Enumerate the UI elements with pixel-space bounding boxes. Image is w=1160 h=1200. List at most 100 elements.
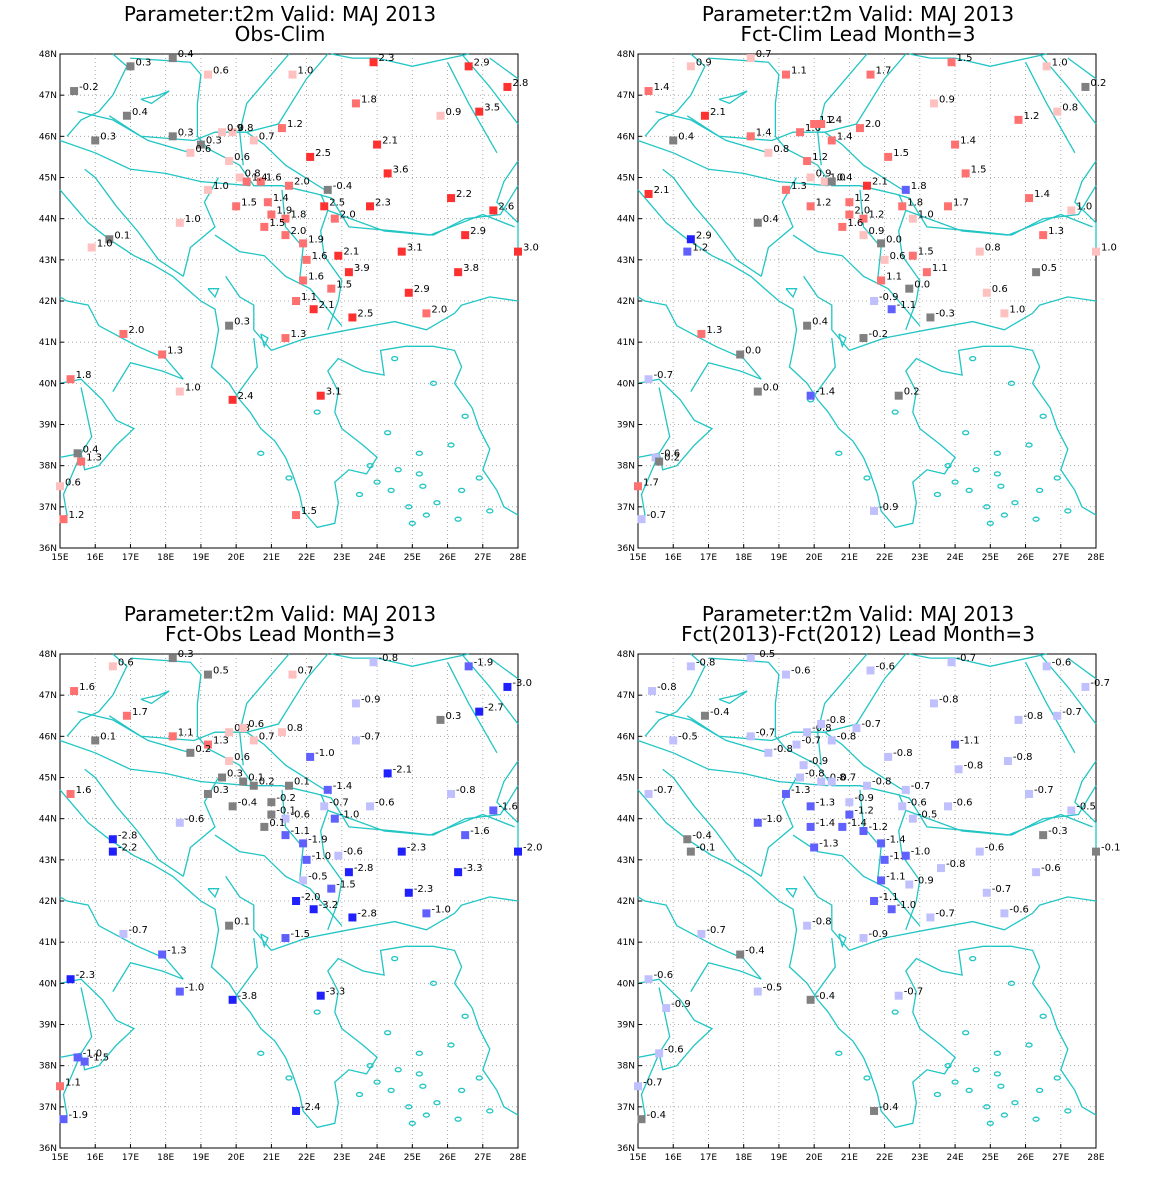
station-value-label: 0.2 — [195, 744, 211, 755]
station-value-label: -0.9 — [879, 292, 899, 303]
station-value-label: -1.5 — [336, 880, 356, 891]
coastline — [637, 139, 829, 187]
y-tick-label: 40N — [39, 979, 57, 989]
station-value-label: 0.4 — [178, 49, 194, 60]
station-value-label: -0.5 — [756, 649, 776, 660]
station-value-label: -0.6 — [791, 666, 811, 677]
station-value-label: 2.1 — [343, 247, 359, 258]
station-marker — [922, 268, 931, 277]
station-marker — [168, 132, 177, 141]
station-value-label: -0.3 — [1048, 826, 1068, 837]
station-value-label: 1.5 — [893, 148, 909, 159]
station-marker — [827, 777, 836, 786]
station-value-label: -2.8 — [357, 908, 377, 919]
island — [454, 516, 462, 522]
station-value-label: -0.8 — [826, 715, 846, 726]
station-marker — [366, 202, 375, 211]
station-value-label: 0.3 — [206, 136, 222, 147]
station-value-label: 2.0 — [854, 206, 870, 217]
x-tick-label: 26E — [439, 1153, 456, 1163]
station-value-label: 0.1 — [100, 731, 116, 742]
island — [972, 467, 980, 473]
station-value-label: 1.9 — [276, 206, 292, 217]
coastline — [66, 53, 128, 137]
y-tick-label: 38N — [617, 1062, 635, 1072]
coastline — [59, 789, 519, 1129]
station-value-label: -0.9 — [854, 793, 874, 804]
coastline — [182, 177, 220, 277]
station-marker — [285, 181, 293, 190]
station-marker — [634, 1082, 642, 1091]
island — [285, 1075, 293, 1081]
station-value-label: 1.4 — [756, 127, 772, 138]
island — [383, 430, 392, 436]
coastline — [637, 739, 829, 787]
station-value-label: -3.2 — [319, 900, 339, 911]
island — [1035, 1087, 1044, 1094]
station-value-label: 0.0 — [745, 346, 761, 357]
coastline — [637, 189, 1097, 529]
station-marker — [669, 136, 678, 145]
station-value-label: 0.1 — [269, 818, 285, 829]
station-marker — [306, 752, 315, 761]
station-value-label: -1.0 — [897, 900, 917, 911]
station-marker — [66, 975, 75, 984]
station-value-label: 0.4 — [812, 317, 828, 328]
station-marker — [859, 334, 868, 343]
station-marker — [288, 670, 297, 679]
station-value-label: -0.7 — [361, 731, 381, 742]
station-marker — [260, 222, 269, 231]
island — [313, 409, 321, 415]
station-value-label: -0.5 — [308, 871, 328, 882]
island — [454, 1116, 462, 1122]
station-marker — [1053, 107, 1062, 116]
station-marker — [59, 1115, 68, 1124]
station-marker — [461, 231, 470, 240]
station-value-label: -0.4 — [745, 946, 765, 957]
station-marker — [292, 897, 301, 905]
x-tick-label: 17E — [122, 553, 139, 563]
station-marker — [292, 511, 301, 520]
station-value-label: 1.2 — [1023, 111, 1039, 122]
station-marker — [225, 921, 234, 930]
station-value-label: -1.1 — [960, 736, 980, 747]
island — [433, 500, 441, 506]
station-marker — [292, 297, 301, 305]
station-value-label: -0.8 — [872, 777, 892, 788]
station-value-label: -0.4 — [710, 707, 730, 718]
station-value-label: 0.6 — [234, 752, 250, 763]
island — [951, 479, 959, 485]
x-tick-label: 16E — [665, 1153, 682, 1163]
station-value-label: 2.2 — [456, 189, 472, 200]
island — [408, 1120, 416, 1126]
island — [1053, 1075, 1061, 1081]
station-value-label: -0.7 — [1062, 707, 1082, 718]
island — [835, 450, 843, 456]
y-tick-label: 41N — [617, 338, 635, 348]
station-marker — [306, 152, 315, 161]
island — [257, 450, 265, 456]
station-value-label: -0.8 — [773, 744, 793, 755]
station-value-label: -0.8 — [456, 785, 476, 796]
station-value-label: -1.3 — [791, 785, 811, 796]
island — [486, 508, 494, 514]
station-marker — [323, 785, 332, 794]
coastline — [214, 834, 343, 927]
station-marker — [926, 313, 935, 322]
station-value-label: 1.5 — [241, 197, 257, 208]
station-value-label: -1.9 — [69, 1110, 89, 1121]
station-value-label: -1.3 — [167, 946, 187, 957]
station-marker — [503, 82, 512, 91]
coastline — [235, 337, 258, 397]
station-value-label: 2.0 — [865, 119, 881, 130]
station-marker — [838, 222, 847, 231]
island — [1000, 1112, 1009, 1118]
station-marker — [447, 789, 456, 798]
island — [387, 487, 395, 494]
station-value-label: -0.3 — [935, 308, 955, 319]
station-marker — [894, 391, 903, 400]
station-value-label: 0.1 — [114, 230, 130, 241]
y-tick-label: 40N — [617, 379, 635, 389]
station-value-label: 2.1 — [710, 107, 726, 118]
y-tick-label: 42N — [39, 897, 57, 907]
